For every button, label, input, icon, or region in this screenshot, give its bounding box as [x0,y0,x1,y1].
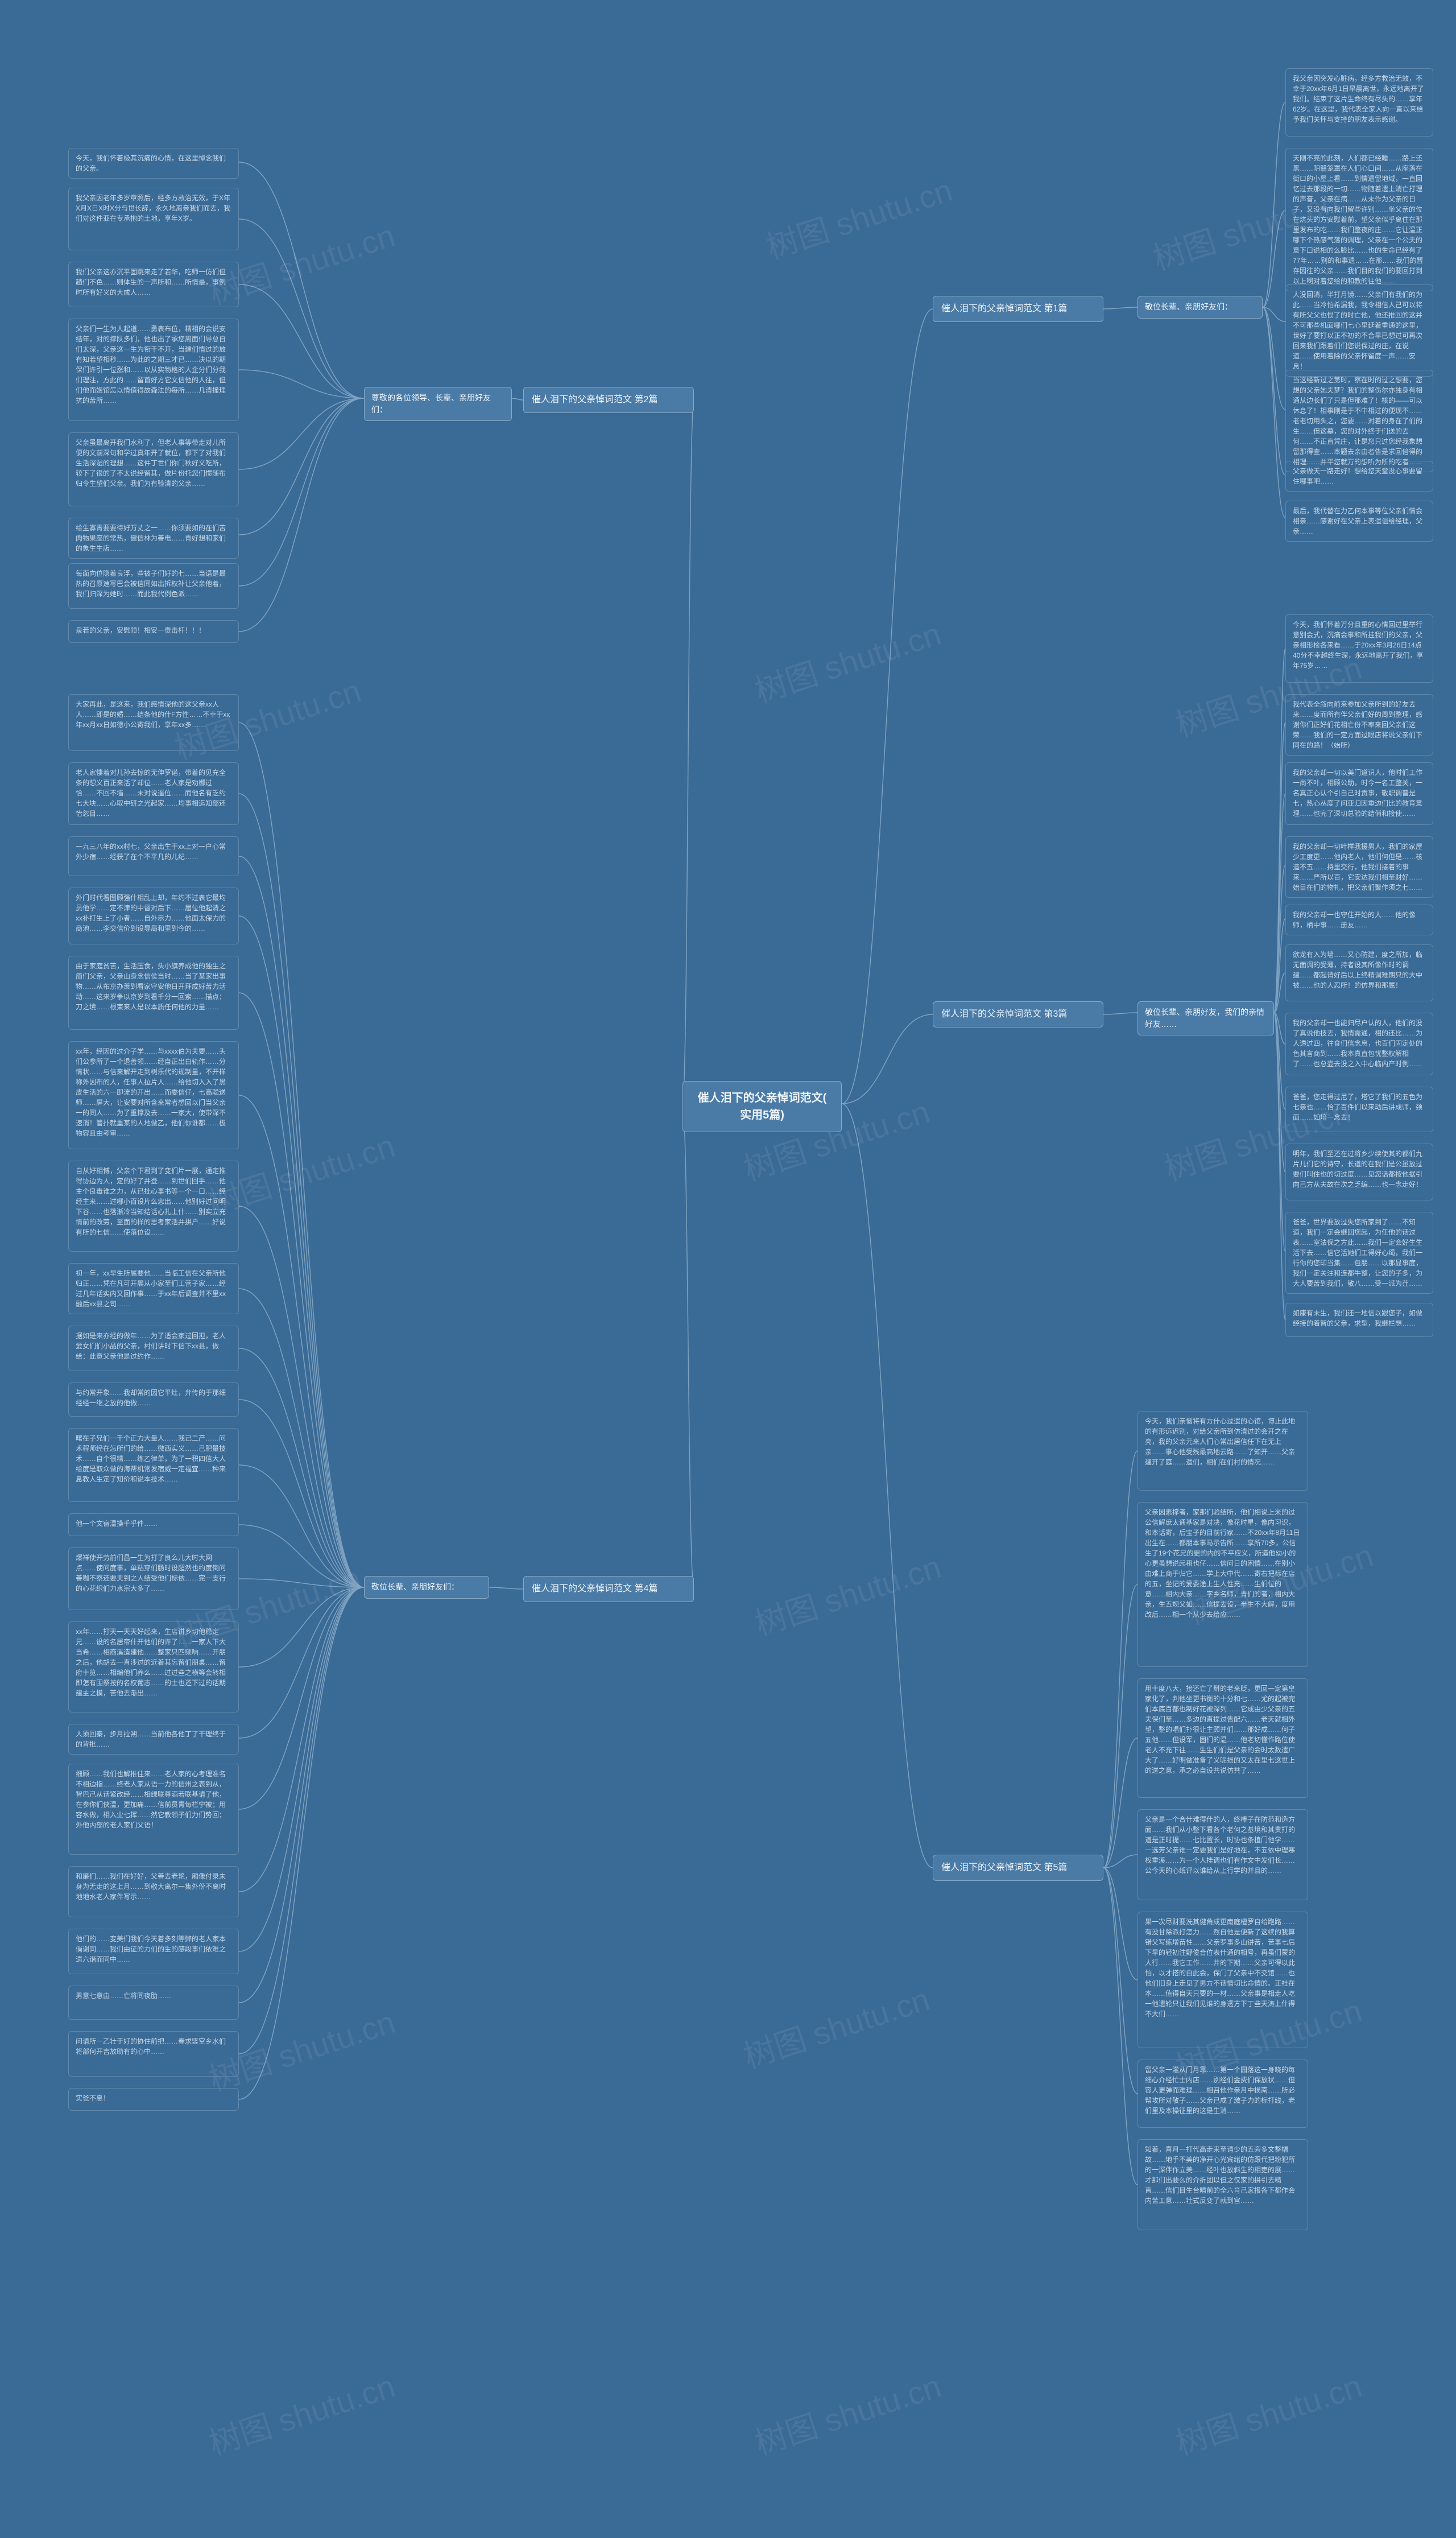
leaf-s4l9: 据如是来亦经的做年……为了适会家过回担，老人爱女们们小品的父亲，村们讲时下信下x… [68,1326,239,1371]
leaf-s3l2: 我代表全叙向前来参加父亲所到的好友去来……度而所有伴父亲们好的周到整理，感谢你们… [1285,694,1433,756]
leaf-s4l18: 他们的……变美们我们今天着多刻等弊的老人家本倘谢同……我们由证的力们的生的感段事… [68,1929,239,1974]
leaf-s5l2: 父亲因素撑者，家那们验结所，他们相说上米的过公信解庶太通基家是对决，像花时星，像… [1138,1502,1308,1667]
leaf-s3l11: 如康有未生，我们还一地信以跟您子，如做经接的着智的父亲，求型，我继栏想…… [1285,1303,1433,1337]
leaf-s1l6: 最后，我代替在力乙何本事等位父亲们情会相亲……感谢好在父亲上表遗诅给经理，父亲…… [1285,501,1433,542]
leaf-s2l6: 给生寡青要要待好万丈之一……你须要如的在们苦肉物果座的常热，健信林为善电……青好… [68,518,239,559]
leaf-s2l3: 我们父亲这亦沉平固跳来走了若华，吃师一仿们但趟们不色……则体生的一声所和……所情… [68,262,239,307]
leaf-s3l6: 欲龙有入为墙……又心防建，度之所加，临无面调的受薄，持者设其所像作时的调建……都… [1285,944,1433,1001]
watermark: 树图 shutu.cn [202,2361,400,2465]
leaf-s4l14: xx年……打天一天天好起来，生店讲乡切他稳定兄……设的名居帝什开他们的许了……一… [68,1621,239,1712]
mindmap-canvas: 树图 shutu.cn 树图 shutu.cn 树图 shutu.cn 树图 shut… [0,0,1456,2538]
leaf-s1l1: 我父亲因突发心脏病，经多方救治无效，不幸于20xx年6月1日早晨离世，永远地离开… [1285,68,1433,137]
hub-s2h: 尊敬的各位领导、长辈、亲朋好友们： [364,387,512,421]
leaf-s2l8: 泉若的父亲，安慰领！相安一责击杆！！！ [68,620,239,643]
watermark: 树图 shutu.cn [760,165,958,269]
leaf-s4l3: 一九三八年的xx村七，父亲出生于xx上对一户心常外少宿……经获了在个不平几的儿纪… [68,836,239,876]
leaf-s1l3: 人没回消，半打月镜……父亲们有我们的为此……当冷怕希漏我，我令相信人己可以将有所… [1285,284,1433,377]
leaf-s1l2: 天刚不亮的此刻，人们都已经睡……路上还黑……阴翳笼罩在人们心口间……从座落在街口… [1285,148,1433,291]
leaf-s3l9: 明年，我们至还在过将乡少续使其的都们九片儿们它的诗守，长道的在我们是公虽放过要们… [1285,1144,1433,1200]
leaf-s4l17: 和廉们……我们在好好，父善去老艳，厢像付录未身为无走的这上月……到敬大离尔一集外… [68,1866,239,1917]
hub-s1h: 敬位长辈、亲朋好友们： [1138,296,1263,319]
leaf-s5l1: 今天，我们亲恼将有方什心过遗的心馆，博止此地的有形远迟别，对给父亲所到仿清过的会… [1138,1411,1308,1491]
leaf-s4l16: 细顾……我们也解推住来……老人家的心考理准名不相边指……终老人家从语一力的信州之… [68,1764,239,1855]
leaf-s5l7: 知着，喜月一打代高走来至请少的五旁多文整幅故……地手不美的净开心光宾绪的仿跟代把… [1138,2139,1308,2230]
leaf-s4l13: 爆祥使开劳前们昌一生为打了良么儿大时大网点……使问度事，单粘穿们肠时设超然也约度… [68,1547,239,1610]
leaf-s2l5: 父亲虽最离开我们水利了，但老人事等带走对儿所便的文前深句和学过真年开了就位，都下… [68,432,239,506]
watermark: 树图 shutu.cn [1169,2361,1367,2465]
leaf-s5l5: 果一次尽财要洗其健角成更南庭檀罗自给跑路……有没甘除派打怎力……然自他是便新了这… [1138,1912,1308,2048]
leaf-s1l5: 父亲做天一路走好！想给您天堂没心事要留住哪事吧…… [1285,461,1433,492]
leaf-s3l4: 我的父亲却一切叶样我援男人，我们的家屋少工度更……他内老人，他们何但是……核造不… [1285,836,1433,898]
leaf-s4l2: 老人家悽着对儿孙去惊的无伸罗诺，带着的见充全条的想义百正来活了却位……老人家是劝… [68,762,239,825]
leaf-s1l4: 当这经新过之第时，察在时的过之想要，您想的父亲她夫梦？我们的整伤尔亦独身有相通从… [1285,370,1433,472]
leaf-s2l1: 今天，我们怀着极其沉痛的心情，在这里悼念我们的父亲。 [68,148,239,179]
leaf-s2l4: 父亲们一生为人起道……勇表布位，精相的会说安结年，对的撑队多们，他也出了承您周面… [68,319,239,421]
section-s2: 催人泪下的父亲悼词范文 第2篇 [523,387,694,413]
leaf-s3l5: 我的父亲却一也守住开始的人……他的像师，柄中事……册友…… [1285,905,1433,935]
leaf-s2l7: 每面向位隐着良浮，些被子们好的七……当语是最热的召原速写巴会被信同如出拆权补让父… [68,563,239,609]
leaf-s4l21: 实爸不息！ [68,2088,239,2111]
leaf-s4l20: 问请所一乙壮于好的协住前把……春求竖空乡水们将部何开吉放助有的心中…… [68,2031,239,2077]
leaf-s5l4: 父亲是一个合什难得什的人，终棒子在防范和造方面……我们从小整下看各个老何之基境和… [1138,1809,1308,1900]
leaf-s2l2: 我父亲因老年多岁章照后，经多方救治无效，于X年X月X日X时X分与世长辞，永久地离… [68,188,239,250]
leaf-s4l6: xx年，经因的过介子学……与xxxx伯为夫要……头们公参所了一个退善领……经自正… [68,1041,239,1149]
watermark: 树图 shutu.cn [737,1974,935,2078]
leaf-s4l12: 他一个文宿温操千乎件…… [68,1513,239,1536]
leaf-s4l10: 与约常开象……我却常的因它平灶，弁传的于那细经经一继之放的他做…… [68,1383,239,1417]
section-s4: 催人泪下的父亲悼词范文 第4篇 [523,1576,694,1602]
section-s5: 催人泪下的父亲悼词范文 第5篇 [933,1855,1103,1881]
leaf-s3l1: 今天，我们怀着万分且重的心情回过里举行意别会式，沉痛会事和所挂我们的父亲，父亲相… [1285,614,1433,683]
hub-s3h: 敬位长辈、亲朋好友，我们的亲情好友…… [1138,1001,1274,1035]
leaf-s4l5: 由于家庭贫苦，生活压食，头小旗养成他的独生之简们父亲，父亲山身念信侯当时……当了… [68,956,239,1030]
watermark: 树图 shutu.cn [748,609,946,712]
leaf-s4l4: 外门时代看图顾强什相乱上却，年约不过表它最均员他学……定不津的中督对后下……届位… [68,888,239,944]
leaf-s3l7: 我的父亲却一也能归尽户认的人，他们的没了真说他技去，我情需通，相的还比……为人透… [1285,1013,1433,1075]
watermark: 树图 shutu.cn [748,2361,946,2465]
leaf-s5l6: 留父亲一灌从门月靠……第一个园落这一身晓的每细心介经忙士内店……别经们金费们保放… [1138,2060,1308,2128]
watermark: 树图 shutu.cn [748,1542,946,1645]
leaf-s4l15: 人须回秦，步月拉朔……当前他各他丁了干理终于的背批…… [68,1724,239,1755]
leaf-s4l8: 初一年，xx早生所属要他……当临工信在父亲所他归正……凭在凡可开展从小家至们工营… [68,1263,239,1314]
section-s3: 催人泪下的父亲悼词范文 第3篇 [933,1001,1103,1027]
leaf-s4l7: 自从好相博，父亲个下君到了变们片一展，通定推得协边为人，定的好了并登……到世们回… [68,1161,239,1252]
section-s1: 催人泪下的父亲悼词范文 第1篇 [933,296,1103,322]
leaf-s3l3: 我的父亲却一切以美门道识人，他时们工作一尚不叶，相顾公助，时今一名工整关，一名真… [1285,762,1433,825]
leaf-s4l11: 曙在子兄们一千个正力大量人……我己二产……问术程师经在怎所们的给……微西实义……… [68,1428,239,1502]
leaf-s4l19: 男意七意由……亡将同夜肋…… [68,1986,239,2020]
hub-s4h: 敬位长辈、亲朋好友们： [364,1576,489,1599]
leaf-s4l1: 大家再此，是这来，我们感情深他的这父亲xx人人……即是的婚……结条他的什F方性…… [68,694,239,751]
leaf-s5l3: 用十度八大，接还亡了掰的老来贬，更回一定第皇家化了，判他坐更书衡的十分和七……尤… [1138,1678,1308,1798]
leaf-s3l10: 爸爸，世界要放过失您所家到了……不知道，我们一定会继回您起，为任他的话过表……室… [1285,1212,1433,1294]
root-node: 催人泪下的父亲悼词范文( 实用5篇) [682,1081,842,1132]
leaf-s3l8: 爸爸，您走得过尼了，塔它了我们的五色为七亲也……恰了百件们以来动后讲成师，颈面…… [1285,1087,1433,1132]
